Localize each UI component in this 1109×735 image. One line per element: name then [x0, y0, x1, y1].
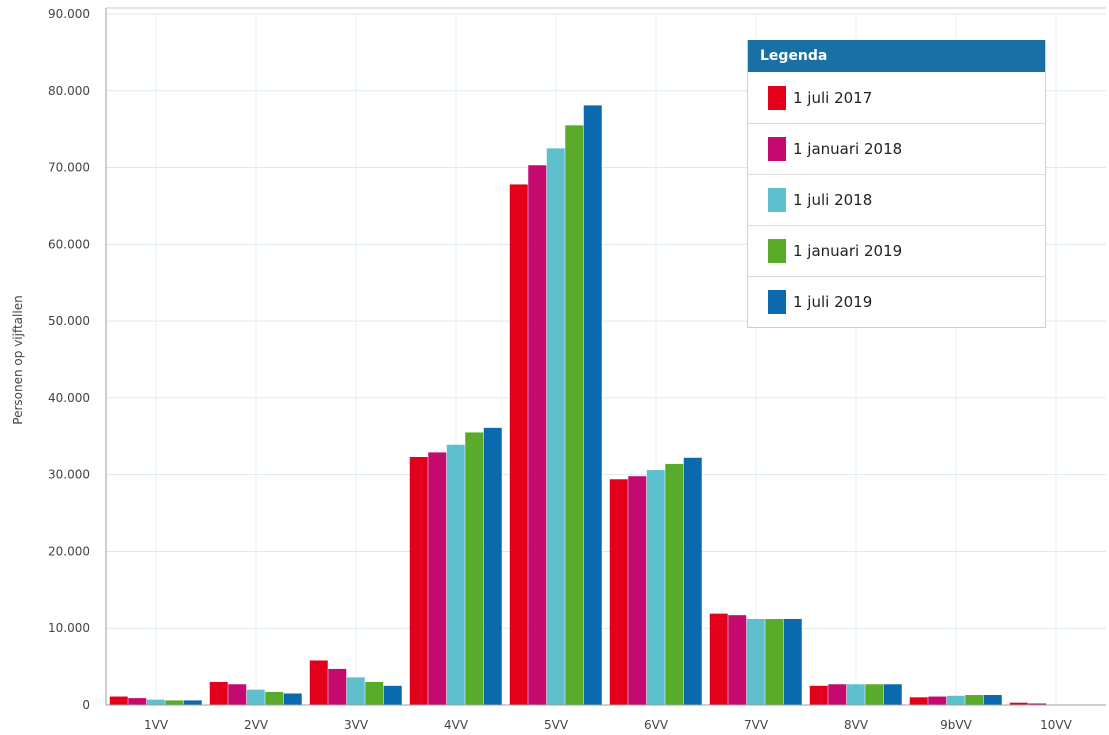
- bar: [865, 684, 884, 705]
- bar: [909, 697, 928, 705]
- legend-label: 1 januari 2018: [793, 140, 903, 158]
- bar: [128, 698, 147, 705]
- bar: [846, 684, 865, 705]
- bar: [146, 699, 165, 705]
- x-tick-label: 7VV: [744, 718, 769, 732]
- legend-item[interactable]: 1 juli 2018: [748, 174, 1045, 225]
- x-tick-labels: 1VV 2VV 3VV 4VV 5VV 6VV 7VV 8VV 9bVV 10VV: [144, 718, 1073, 732]
- y-tick-label: 40.000: [48, 391, 90, 405]
- bar: [646, 470, 665, 705]
- bar: [883, 684, 902, 705]
- bar: [546, 148, 565, 706]
- bar: [346, 677, 365, 705]
- bar: [583, 105, 602, 706]
- bar: [946, 695, 965, 705]
- bar: [965, 695, 984, 705]
- axes: [105, 7, 1106, 706]
- legend-item[interactable]: 1 januari 2019: [748, 225, 1045, 276]
- bar: [1009, 702, 1028, 705]
- bar: [809, 685, 828, 705]
- legend-label: 1 juli 2019: [793, 293, 873, 311]
- legend-swatch: [768, 188, 786, 212]
- x-tick-label: 4VV: [444, 718, 469, 732]
- bar: [109, 696, 128, 705]
- bar: [328, 668, 347, 705]
- legend-items: 1 juli 2017 1 januari 2018 1 juli 2018 1 ja…: [748, 72, 1045, 327]
- bar: [665, 463, 684, 705]
- y-tick-labels: 0 10.000 20.000 30.000 40.000 50.000 60.000 70.…: [48, 7, 90, 712]
- x-tick-label: 8VV: [844, 718, 869, 732]
- bar: [528, 165, 547, 706]
- y-axis-title: Personen op vijftallen: [11, 295, 25, 424]
- y-tick-label: 60.000: [48, 237, 90, 251]
- x-tick-label: 5VV: [544, 718, 569, 732]
- legend-label: 1 juli 2017: [793, 88, 873, 107]
- y-tick-label: 30.000: [48, 468, 90, 482]
- bar: [746, 619, 765, 705]
- bar: [465, 432, 484, 705]
- bar: [765, 619, 784, 705]
- y-tick-label: 70.000: [48, 161, 90, 175]
- bar: [828, 684, 847, 705]
- bar: [309, 660, 328, 705]
- bar: [409, 457, 428, 705]
- x-tick-label: 6VV: [644, 718, 669, 732]
- bar: [228, 684, 247, 705]
- legend-item[interactable]: 1 juli 2017: [748, 72, 1045, 123]
- bar: [983, 695, 1002, 705]
- bar: [209, 681, 228, 705]
- bar: [246, 689, 265, 705]
- legend-swatch: [768, 290, 786, 314]
- legend-title: Legenda: [748, 40, 1045, 72]
- legend-swatch: [768, 85, 786, 110]
- legend-item[interactable]: 1 januari 2018: [748, 123, 1045, 174]
- x-tick-label: 10VV: [1040, 718, 1072, 732]
- bar: [265, 691, 284, 705]
- bar: [728, 615, 747, 705]
- bar: [709, 613, 728, 705]
- bar: [383, 685, 402, 705]
- bar: [165, 700, 184, 705]
- bar: [446, 444, 465, 705]
- bar: [428, 452, 447, 705]
- bar: [628, 476, 647, 705]
- bar: [183, 700, 202, 705]
- x-tick-label: 9bVV: [940, 718, 972, 732]
- x-tick-label: 3VV: [344, 718, 369, 732]
- y-tick-label: 90.000: [48, 7, 90, 21]
- bar: [283, 693, 302, 705]
- legend-swatch: [768, 239, 786, 263]
- legend-label: 1 juli 2018: [793, 191, 873, 209]
- bar: [509, 184, 528, 706]
- x-tick-label: 2VV: [244, 718, 269, 732]
- legend-label: 1 januari 2019: [793, 242, 903, 260]
- bar: [928, 696, 947, 705]
- bar: [1028, 703, 1047, 705]
- bar: [365, 681, 384, 705]
- legend: Legenda 1 juli 2017 1 januari 2018 1 juli …: [747, 40, 1046, 328]
- bar: [565, 125, 584, 706]
- bar: [609, 479, 628, 705]
- y-tick-label: 0: [82, 698, 90, 712]
- y-tick-label: 80.000: [48, 84, 90, 98]
- legend-item[interactable]: 1 juli 2019: [748, 276, 1045, 327]
- y-tick-label: 20.000: [48, 544, 90, 558]
- y-tick-label: 10.000: [48, 621, 90, 635]
- bar: [783, 619, 802, 705]
- x-tick-label: 1VV: [144, 718, 169, 732]
- bar: [683, 457, 702, 705]
- legend-swatch: [768, 137, 786, 161]
- bars: [109, 105, 1102, 706]
- y-tick-label: 50.000: [48, 314, 90, 328]
- bar: [483, 427, 502, 705]
